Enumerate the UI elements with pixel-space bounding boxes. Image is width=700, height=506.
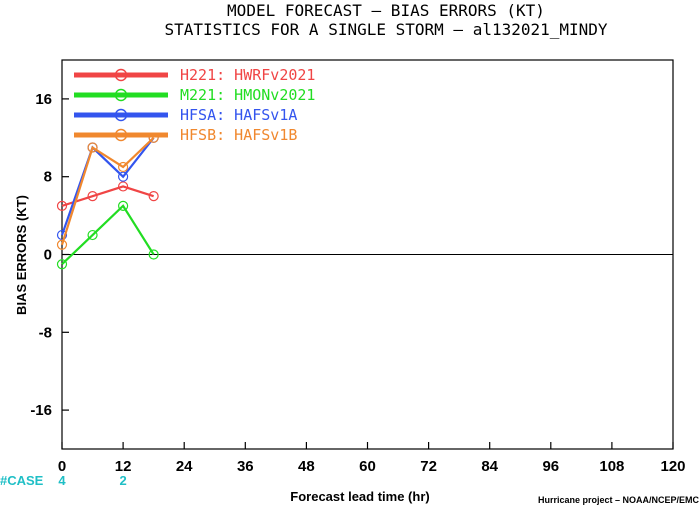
x-tick-label: 0 bbox=[58, 458, 66, 475]
legend-label: HFSB: HAFSv1B bbox=[180, 126, 297, 144]
credit-text: Hurricane project – NOAA/NCEP/EMC bbox=[538, 495, 700, 505]
data-point bbox=[87, 229, 98, 241]
y-tick-label: -16 bbox=[30, 402, 52, 419]
data-point bbox=[148, 249, 159, 260]
case-label: #CASE bbox=[0, 473, 44, 488]
series-line bbox=[60, 137, 155, 246]
series-line bbox=[61, 185, 154, 207]
x-axis-label: Forecast lead time (hr) bbox=[290, 489, 429, 504]
x-tick-label: 108 bbox=[599, 458, 624, 475]
legend-marker bbox=[114, 128, 128, 142]
data-point bbox=[117, 161, 129, 173]
y-tick-label: 0 bbox=[44, 247, 52, 264]
data-point bbox=[56, 259, 68, 270]
data-point bbox=[56, 239, 68, 250]
legend-label: HFSA: HAFSv1A bbox=[180, 106, 297, 124]
x-tick-label: 12 bbox=[115, 458, 132, 475]
data-point bbox=[87, 191, 98, 202]
axis-ticks: 0 12 24 36 48 60 72 84 96 108 120 16 8 0 -8 -16 bbox=[30, 91, 685, 475]
y-tick-label: 16 bbox=[35, 91, 52, 108]
x-tick-label: 72 bbox=[420, 458, 437, 475]
x-tick-label: 120 bbox=[660, 458, 685, 475]
series-line bbox=[61, 204, 155, 266]
data-point bbox=[56, 200, 68, 211]
y-tick-label: 8 bbox=[44, 169, 52, 186]
case-count: 4 bbox=[58, 473, 66, 488]
legend: H221: HWRFv2021 M221: HMONv2021 HFSA: HAFS… bbox=[74, 66, 315, 144]
x-tick-label: 96 bbox=[542, 458, 559, 475]
series-line bbox=[60, 137, 155, 236]
data-point bbox=[117, 200, 129, 211]
data-point bbox=[117, 171, 129, 182]
x-tick-label: 60 bbox=[359, 458, 376, 475]
legend-marker bbox=[114, 88, 128, 102]
legend-marker bbox=[114, 108, 128, 122]
case-count: 2 bbox=[119, 473, 126, 488]
series-lines bbox=[56, 132, 159, 270]
data-point bbox=[117, 181, 129, 192]
legend-marker bbox=[114, 68, 128, 82]
y-tick-label: -8 bbox=[39, 324, 52, 341]
data-point bbox=[56, 229, 68, 241]
legend-label: H221: HWRFv2021 bbox=[180, 66, 315, 84]
x-tick-label: 24 bbox=[176, 458, 193, 475]
data-point bbox=[148, 191, 159, 202]
x-tick-label: 84 bbox=[481, 458, 498, 475]
legend-label: M221: HMONv2021 bbox=[180, 86, 315, 104]
chart-subtitle: STATISTICS FOR A SINGLE STORM – al132021… bbox=[164, 20, 607, 39]
y-axis-label: BIAS ERRORS (KT) bbox=[14, 195, 29, 315]
data-point bbox=[87, 142, 98, 153]
chart-title: MODEL FORECAST – BIAS ERRORS (KT) bbox=[227, 1, 545, 20]
x-tick-label: 48 bbox=[298, 458, 315, 475]
x-tick-label: 36 bbox=[237, 458, 254, 475]
